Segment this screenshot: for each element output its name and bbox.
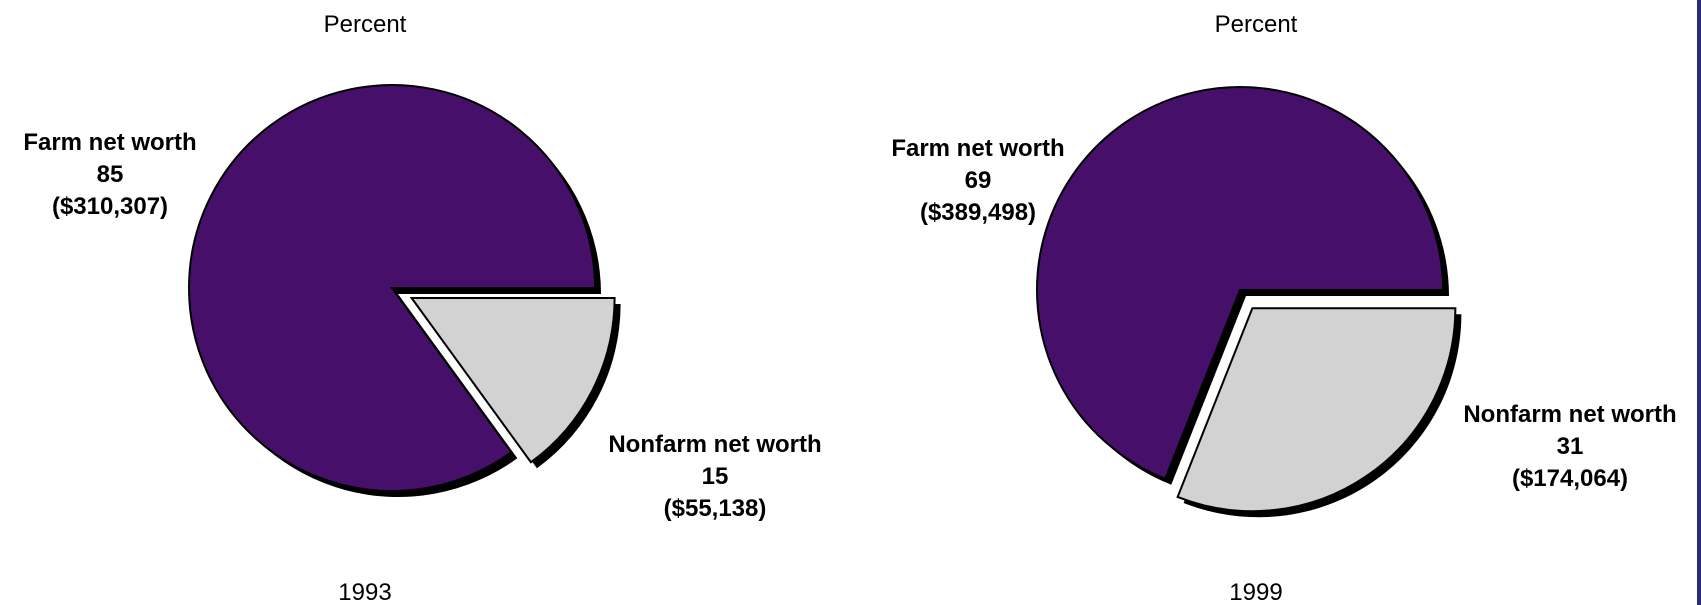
slice-amount: ($310,307) [52, 193, 168, 220]
slice-amount: ($55,138) [664, 495, 767, 522]
slice-amount: ($174,064) [1512, 465, 1628, 492]
pie-slice-nonfarm-net-worth [409, 296, 616, 464]
slice-name: Farm net worth [23, 129, 196, 156]
slice-name: Farm net worth [891, 135, 1064, 162]
pie-slice-farm-net-worth [188, 84, 597, 492]
slice-percent: 69 [965, 167, 992, 194]
year-label: 1999 [1229, 579, 1282, 605]
slice-name: Nonfarm net worth [608, 431, 821, 458]
slice-percent: 85 [97, 161, 124, 188]
slice-label-farm-net-worth: Farm net worth 85 ($310,307) [23, 129, 196, 220]
pie-slice-farm-net-worth [1036, 86, 1445, 481]
slice-percent: 31 [1557, 433, 1584, 460]
pie-chart-1999: Percent Farm net worth 69 ($389,498) Nonfarm… [891, 11, 1676, 605]
chart-header: Percent [324, 11, 407, 38]
slice-name: Nonfarm net worth [1463, 401, 1676, 428]
slice-label-nonfarm-net-worth: Nonfarm net worth 31 ($174,064) [1463, 401, 1676, 492]
pie-slice-nonfarm-net-worth [1176, 307, 1457, 513]
slice-label-farm-net-worth: Farm net worth 69 ($389,498) [891, 135, 1064, 226]
slice-amount: ($389,498) [920, 199, 1036, 226]
window-edge-bar [1697, 0, 1701, 605]
year-label: 1993 [338, 579, 391, 605]
slice-label-nonfarm-net-worth: Nonfarm net worth 15 ($55,138) [608, 431, 821, 522]
pie-chart-1993: Percent Farm net worth 85 ($310,307) Nonfarm… [23, 11, 821, 605]
chart-header: Percent [1215, 11, 1298, 38]
slice-percent: 15 [702, 463, 729, 490]
